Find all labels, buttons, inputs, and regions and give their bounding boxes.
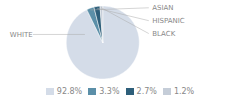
svg-text:HISPANIC: HISPANIC <box>152 17 185 25</box>
html-text:92.8%: 92.8% <box>56 86 83 96</box>
html-text:2.7%: 2.7% <box>136 86 157 96</box>
svg-text:ASIAN: ASIAN <box>152 4 173 12</box>
svg-text:WHITE: WHITE <box>10 31 33 39</box>
svg-text:BLACK: BLACK <box>152 30 175 38</box>
html-text:3.3%: 3.3% <box>99 86 120 96</box>
html-text:1.2%: 1.2% <box>173 86 195 96</box>
